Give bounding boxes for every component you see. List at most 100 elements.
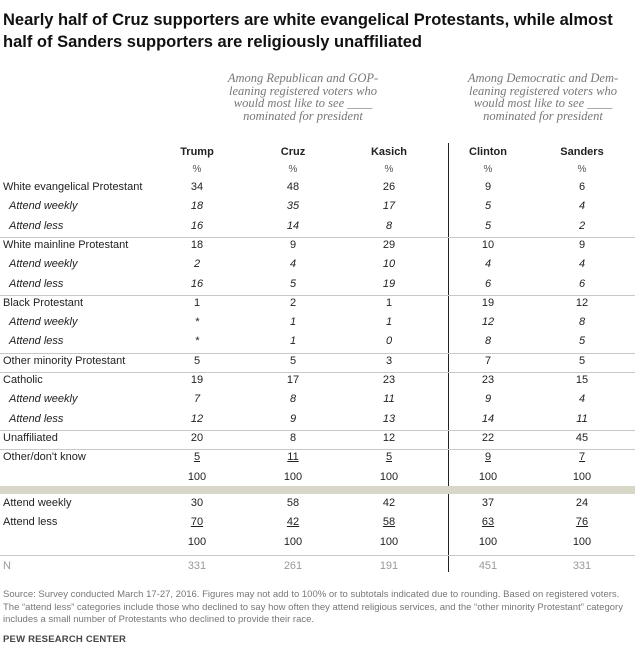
page-title: Nearly half of Cruz supporters are white… (3, 11, 613, 51)
gop-label-line-3: would most like to see ____ (233, 96, 373, 110)
dem-label-line-3: would most like to see ____ (473, 96, 613, 110)
cell-clinton: 23 (481, 374, 495, 386)
row-label: Other minority Protestant (3, 354, 126, 367)
table-row: Attend weekly 30 58 42 37 24 (0, 495, 640, 514)
cell-trump: 5 (193, 451, 201, 464)
cell-sanders: 15 (575, 374, 589, 386)
cell-clinton: 7 (484, 354, 492, 367)
percent-symbol: % (288, 164, 298, 175)
gop-label-line-1: Among Republican and GOP- (227, 71, 379, 85)
cell-cruz: 1 (289, 316, 297, 329)
row-label: Attend weekly (9, 200, 78, 213)
column-header-sanders: Sanders (560, 146, 604, 158)
percent-symbol: % (577, 164, 587, 175)
cell-clinton: 6 (484, 277, 492, 290)
cell-trump: 16 (190, 277, 204, 290)
cell-cruz: 261 (283, 560, 303, 572)
cell-clinton: 19 (481, 296, 495, 309)
cell-sanders: 100 (572, 470, 592, 483)
cell-cruz: 42 (286, 516, 300, 529)
table-row: Unaffiliated 20 8 12 22 45 (0, 430, 640, 449)
cell-trump: 16 (190, 219, 204, 232)
percent-symbol: % (384, 164, 394, 175)
row-label: Other/don't know (3, 451, 86, 464)
cell-kasich: 23 (382, 374, 396, 386)
cell-cruz: 8 (289, 431, 297, 444)
cell-trump: 331 (187, 560, 207, 572)
cell-kasich: 100 (379, 535, 399, 548)
sub-row: Attend weekly 18 35 17 5 4 (0, 198, 640, 217)
cell-cruz: 58 (286, 497, 300, 509)
row-label: Unaffiliated (3, 431, 58, 444)
cell-sanders: 9 (578, 238, 586, 251)
cell-kasich: 12 (382, 431, 396, 444)
dem-label-line-4: nominated for president (483, 108, 603, 123)
table-row: Other minority Protestant 5 5 3 7 5 (0, 353, 640, 372)
source-note: Source: Survey conducted March 17-27, 20… (3, 589, 623, 625)
cell-sanders: 24 (575, 497, 589, 509)
row-separator (0, 449, 635, 451)
cell-clinton: 9 (484, 451, 492, 464)
dem-label-line-2: leaning registered voters who (468, 83, 617, 98)
cell-kasich: 58 (382, 516, 396, 529)
column-header-trump: Trump (180, 146, 214, 158)
row-label: Attend less (9, 412, 64, 425)
cell-kasich: 42 (382, 497, 396, 509)
cell-clinton: 5 (484, 200, 492, 213)
cell-trump: 19 (190, 374, 204, 386)
cell-cruz: 9 (289, 412, 297, 425)
row-separator (0, 236, 635, 238)
cell-kasich: 8 (385, 219, 393, 232)
cell-cruz: 2 (289, 296, 297, 309)
cell-sanders: 11 (576, 412, 588, 425)
cell-clinton: 100 (478, 470, 498, 483)
cell-sanders: 8 (578, 316, 586, 329)
cell-sanders: 45 (575, 431, 589, 444)
table-row: Other/don't know 5 11 5 9 7 (0, 449, 640, 468)
row-separator (0, 555, 635, 556)
cell-clinton: 8 (484, 335, 492, 348)
cell-clinton: 22 (481, 431, 495, 444)
table-row: 100 100 100 100 100 (0, 534, 640, 553)
cell-cruz: 8 (289, 393, 297, 406)
cell-cruz: 35 (286, 200, 300, 213)
cell-kasich: 17 (382, 200, 396, 213)
cell-clinton: 63 (481, 516, 495, 529)
row-label: Attend less (9, 219, 64, 232)
gop-label-line-2: leaning registered voters who (228, 83, 377, 98)
sub-row: Attend weekly 7 8 11 9 4 (0, 391, 640, 410)
cell-sanders: 4 (578, 200, 586, 213)
dem-label-line-1: Among Democratic and Dem- (467, 71, 619, 85)
cell-clinton: 100 (478, 535, 498, 548)
cell-cruz: 9 (289, 238, 297, 251)
cell-cruz: 100 (283, 535, 303, 548)
cell-cruz: 5 (289, 277, 297, 290)
cell-sanders: 100 (572, 535, 592, 548)
row-separator (0, 372, 635, 373)
table-row: White mainline Protestant 18 9 29 10 9 (0, 237, 640, 256)
sub-row: Attend weekly * 1 1 12 8 (0, 314, 640, 333)
cell-cruz: 11 (287, 451, 299, 464)
cell-trump: 12 (190, 412, 204, 425)
cell-cruz: 5 (289, 354, 297, 367)
cell-cruz: 100 (283, 470, 303, 483)
cell-sanders: 76 (575, 516, 589, 529)
cell-trump: 20 (190, 431, 204, 444)
cell-trump: 2 (193, 258, 201, 271)
cell-kasich: 26 (382, 181, 396, 193)
cell-kasich: 11 (383, 393, 395, 406)
cell-trump: 30 (190, 497, 204, 509)
row-separator (0, 294, 635, 296)
dem-group-label: Among Democratic and Dem- leaning regist… (443, 72, 640, 122)
cell-trump: 70 (190, 516, 204, 529)
row-label: Attend less (9, 335, 64, 348)
cell-cruz: 48 (286, 181, 300, 193)
sub-row: Attend less 16 5 19 6 6 (0, 276, 640, 295)
cell-kasich: 3 (385, 354, 393, 367)
row-separator (0, 352, 635, 354)
sub-row: Attend less 16 14 8 5 2 (0, 218, 640, 237)
row-label: Attend weekly (9, 316, 78, 329)
cell-sanders: 6 (578, 181, 586, 193)
table-row: White evangelical Protestant 34 48 26 9 6 (0, 179, 640, 198)
row-label: Catholic (3, 374, 43, 386)
